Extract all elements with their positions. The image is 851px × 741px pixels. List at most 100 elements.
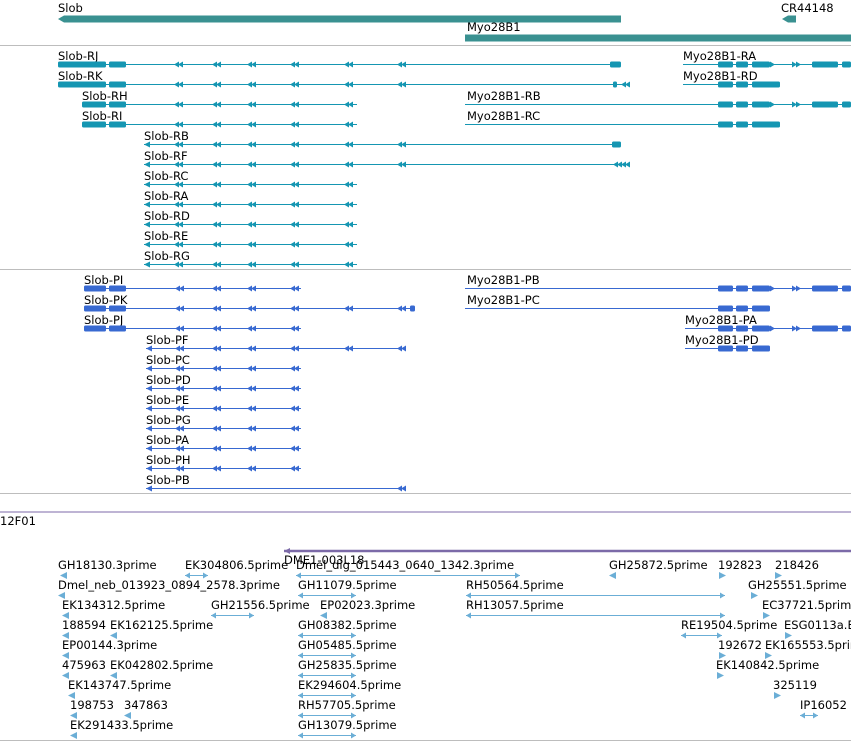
exon-arrowhead (625, 81, 630, 88)
exon-arrowhead (796, 285, 801, 292)
transcript-label: Myo28B1-PB (467, 273, 540, 287)
est-label: EK291433.5prime (70, 718, 173, 732)
exon-arrowhead (174, 161, 179, 168)
exon-arrowhead (401, 305, 406, 312)
exon-arrowhead (178, 61, 183, 68)
exon-arrowhead (216, 181, 221, 188)
gene-arrowhead (58, 15, 64, 23)
exon-arrowhead (174, 221, 179, 228)
exon-arrowhead (796, 101, 801, 108)
exon-arrowhead (179, 465, 184, 472)
exon-arrowhead (212, 445, 217, 452)
est-arrowhead (466, 612, 471, 619)
exon-arrowhead (294, 305, 299, 312)
exon-arrowhead (251, 465, 256, 472)
transcript-label: Slob-PC (146, 353, 190, 367)
transcript-label: Myo28B1-RC (467, 109, 540, 123)
protein-transcript-track: Slob-PI Slob-PK Slob-PJ Slob-PF Slob-PC Slob-… (84, 273, 851, 492)
exon-arrowhead (251, 425, 256, 432)
est-arrowhead (62, 612, 69, 619)
exon-block (610, 61, 621, 68)
exon-arrowhead (247, 101, 252, 108)
transcript-end-arrow (146, 345, 152, 352)
exon-arrowhead (216, 405, 221, 412)
exon-arrowhead (216, 261, 221, 268)
exon-block (612, 141, 621, 148)
exon-arrowhead (212, 61, 217, 68)
exon-arrowhead (294, 325, 299, 332)
exon-block (752, 285, 770, 292)
exon-arrowhead (247, 305, 252, 312)
gene-label: CR44148 (781, 1, 834, 15)
transcript-label: Slob-PK (84, 293, 128, 307)
exon-arrowhead (348, 201, 353, 208)
exon-arrowhead (212, 121, 217, 128)
bac-clone-track: 12F01 DME1-003L18 (0, 511, 851, 567)
exon-arrowhead (294, 345, 299, 352)
exon-arrowhead (617, 161, 622, 168)
exon-arrowhead (294, 465, 299, 472)
exon-arrowhead (174, 201, 179, 208)
exon-arrowhead (175, 445, 180, 452)
transcript-label: Slob-PH (146, 453, 191, 467)
est-arrowhead (720, 592, 725, 599)
exon-block (718, 101, 733, 108)
transcript-end-arrow (144, 241, 150, 248)
exon-arrowhead (290, 261, 295, 268)
exon-arrowhead (251, 81, 256, 88)
exon-block (718, 325, 733, 332)
est-arrowhead (466, 592, 471, 599)
transcript-label: Slob-RK (58, 69, 103, 83)
transcript-label: Slob-RH (82, 89, 128, 103)
est-arrowhead (298, 692, 303, 699)
exon-arrowhead (290, 61, 295, 68)
exon-arrowhead (216, 201, 221, 208)
exon-block (736, 305, 748, 312)
exon-arrowhead (216, 121, 221, 128)
exon-arrowhead (344, 221, 349, 228)
exon-arrowhead (216, 81, 221, 88)
transcript-label: Myo28B1-RB (467, 89, 541, 103)
exon-arrowhead (178, 221, 183, 228)
transcript-label: Slob-PA (146, 433, 189, 447)
exon-arrowhead (625, 161, 630, 168)
exon-arrowhead (216, 305, 221, 312)
exon-arrowhead (290, 285, 295, 292)
est-label: RH13057.5prime (466, 598, 564, 612)
est-arrowhead (800, 712, 805, 719)
exon-arrowhead (290, 465, 295, 472)
exon-arrowhead (294, 161, 299, 168)
exon-arrowhead (401, 61, 406, 68)
est-track: GH18130.3prime EK304806.5prime Dmel_dig_01… (58, 558, 851, 739)
exon-arrowhead (247, 325, 252, 332)
exon-arrowhead (294, 425, 299, 432)
est-label: RE19504.5prime (681, 618, 777, 632)
exon-arrowhead (348, 221, 353, 228)
exon-arrowhead (401, 485, 406, 492)
est-arrowhead (719, 652, 726, 659)
transcript-label: Slob-RJ (58, 49, 98, 63)
exon-block (812, 61, 838, 68)
transcript-label: Slob-RI (82, 109, 122, 123)
transcript-end-arrow (146, 405, 152, 412)
transcript-end-arrow (764, 305, 770, 312)
exon-arrowhead (179, 325, 184, 332)
exon-arrowhead (247, 201, 252, 208)
exon-arrowhead (216, 101, 221, 108)
transcript-end-arrow (146, 425, 152, 432)
exon-arrowhead (294, 81, 299, 88)
exon-arrowhead (212, 365, 217, 372)
exon-arrowhead (251, 121, 256, 128)
exon-arrowhead (251, 325, 256, 332)
exon-arrowhead (216, 61, 221, 68)
exon-block (109, 121, 126, 128)
exon-block (613, 81, 617, 88)
exon-arrowhead (212, 81, 217, 88)
transcript-label: Slob-RE (144, 229, 188, 243)
gene-bar (64, 15, 621, 23)
transcript-end-arrow (774, 81, 780, 88)
exon-arrowhead (175, 465, 180, 472)
rna-transcript-track: Slob-RJ Slob-RK Slob-RH Slob-RI Slob-RB Slob-… (58, 49, 851, 268)
est-arrowhead (515, 572, 520, 579)
exon-arrowhead (174, 141, 179, 148)
